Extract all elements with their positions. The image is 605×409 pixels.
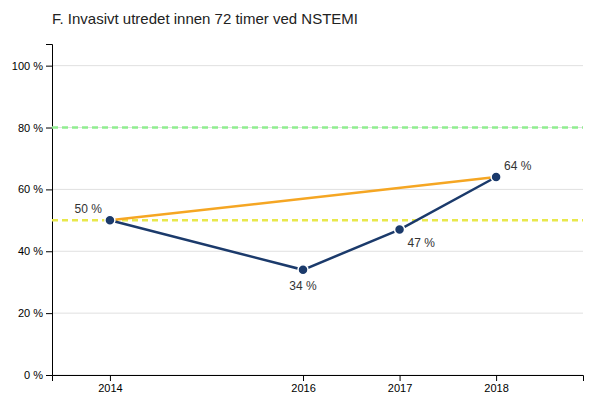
point — [491, 172, 501, 182]
point — [395, 225, 405, 235]
x-tick-label: 2017 — [388, 382, 412, 394]
data-labels: 50 % 34 % 47 % 64 % — [75, 159, 532, 293]
grid-line — [52, 251, 583, 252]
x-tick: 2017 — [388, 375, 412, 394]
x-tick: 2018 — [484, 375, 508, 394]
grid-line — [52, 127, 583, 128]
x-tick-mark — [400, 375, 401, 381]
x-tick: 2016 — [291, 375, 315, 394]
x-tick-label: 2018 — [484, 382, 508, 394]
y-tick-label: 80 % — [18, 122, 43, 134]
grid-line — [52, 65, 583, 66]
grid — [52, 66, 583, 375]
x-tick-label: 2014 — [98, 382, 122, 394]
point — [105, 215, 115, 225]
x-tick-mark — [303, 375, 304, 381]
plot-area — [52, 128, 583, 275]
y-tick-mark — [46, 313, 52, 314]
x-axis-line — [53, 376, 584, 382]
y-tick: 60 % — [18, 183, 52, 195]
x-axis: 2014 2016 2017 2018 — [53, 375, 584, 394]
y-tick: 20 % — [18, 307, 52, 319]
grid-line — [52, 189, 583, 190]
data-label: 34 % — [289, 279, 317, 293]
y-tick-mark — [46, 128, 52, 129]
point — [298, 265, 308, 275]
data-label: 64 % — [504, 159, 532, 173]
reference-line — [52, 126, 583, 129]
series-line — [110, 177, 496, 220]
y-tick: 0 % — [24, 369, 52, 381]
chart: F. Invasivt utredet innen 72 timer ved N… — [0, 0, 605, 409]
y-tick-label: 20 % — [18, 307, 43, 319]
y-tick-label: 0 % — [24, 369, 43, 381]
y-tick-mark — [46, 251, 52, 252]
y-axis-line — [46, 45, 53, 376]
reference-line — [52, 219, 583, 222]
y-tick-label: 40 % — [18, 245, 43, 257]
y-tick-mark — [46, 66, 52, 67]
x-tick: 2014 — [98, 375, 122, 394]
x-tick-mark — [110, 375, 111, 381]
x-tick-mark — [496, 375, 497, 381]
series-line — [110, 177, 496, 270]
y-tick-mark — [46, 189, 52, 190]
data-label: 50 % — [75, 202, 103, 216]
title: F. Invasivt utredet innen 72 timer ved N… — [52, 10, 358, 27]
y-tick-label: 60 % — [18, 183, 43, 195]
x-tick-label: 2016 — [291, 382, 315, 394]
y-tick-mark — [46, 375, 52, 376]
grid-line — [52, 313, 583, 314]
data-label: 47 % — [408, 236, 436, 250]
y-tick: 80 % — [18, 122, 52, 134]
y-tick: 40 % — [18, 245, 52, 257]
y-tick: 100 % — [12, 60, 52, 72]
y-axis: 0 % 20 % 40 % 60 % 80 % 100 % — [12, 45, 53, 382]
y-tick-label: 100 % — [12, 60, 43, 72]
